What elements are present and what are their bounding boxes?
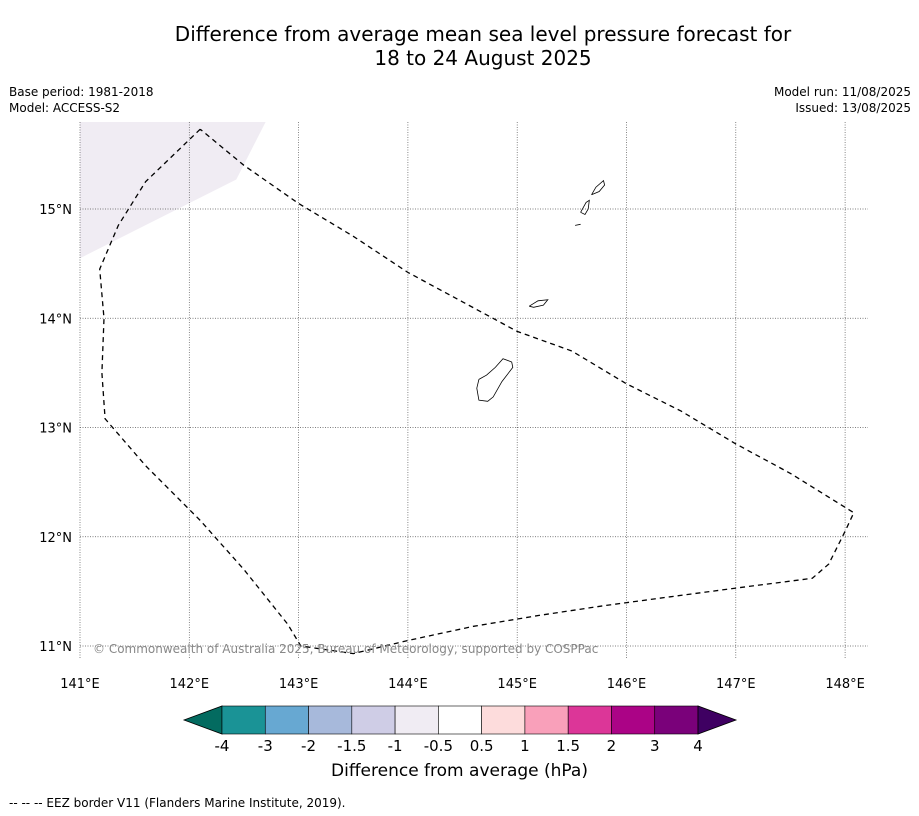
lat-tick-label: 13°N: [39, 422, 72, 437]
lon-tick-label: 142°E: [170, 677, 210, 692]
lon-tick-label: 143°E: [279, 677, 319, 692]
colorbar-title: Difference from average (hPa): [331, 761, 588, 781]
colorbar-tick-label: 2: [607, 737, 617, 755]
copyright-text: © Commonwealth of Australia 2025, Bureau…: [93, 642, 598, 656]
title-line-1: Difference from average mean sea level p…: [174, 22, 792, 46]
title-line-2: 18 to 24 August 2025: [374, 46, 592, 70]
footer-note: -- -- -- EEZ border V11 (Flanders Marine…: [9, 796, 346, 810]
base-period: Base period: 1981-2018: [9, 85, 154, 99]
island-saipan: [591, 179, 606, 196]
colorbar-bin: [308, 705, 353, 735]
lon-tick-label: 146°E: [607, 677, 647, 692]
meta-right: Model run: 11/08/2025 Issued: 13/08/2025: [774, 84, 911, 116]
island-guam: [476, 358, 514, 402]
colorbar-bin: [351, 705, 396, 735]
colorbar-bin: [567, 705, 612, 735]
lat-tick-label: 15°N: [39, 203, 72, 218]
lon-tick-label: 148°E: [825, 677, 865, 692]
lon-tick-label: 141°E: [60, 677, 100, 692]
model-name: Model: ACCESS-S2: [9, 101, 121, 115]
colorbar-tick-label: -1.5: [337, 737, 366, 755]
colorbar-tick-label: 1: [520, 737, 530, 755]
colorbar-bin: [481, 705, 526, 735]
island-tinian: [580, 199, 590, 216]
lon-tick-label: 147°E: [716, 677, 756, 692]
colorbar-bin: [438, 705, 482, 735]
colorbar-below-arrow: [182, 705, 223, 735]
colorbar-bin: [524, 705, 569, 735]
lat-tick-label: 14°N: [39, 312, 72, 327]
island-rota: [528, 299, 549, 308]
issued-date: Issued: 13/08/2025: [795, 101, 911, 115]
colorbar-tick-label: 0.5: [470, 737, 494, 755]
colorbar-tick-label: -0.5: [424, 737, 453, 755]
anomaly-shading-0: [80, 122, 266, 259]
lon-tick-label: 145°E: [497, 677, 537, 692]
colorbar-tick-label: 3: [650, 737, 660, 755]
colorbar-tick-label: -1: [388, 737, 403, 755]
colorbar-tick-label: -2: [301, 737, 316, 755]
colorbar-bin: [654, 705, 699, 735]
eez-border: [99, 128, 855, 655]
colorbar-above-arrow: [697, 705, 738, 735]
colorbar-bin: [221, 705, 266, 735]
colorbar-tick-label: -3: [258, 737, 273, 755]
colorbar-bin: [264, 705, 309, 735]
colorbar-bin: [394, 705, 439, 735]
colorbar-tick-label: 1.5: [556, 737, 580, 755]
lat-tick-label: 11°N: [39, 640, 72, 655]
colorbar-tick-label: -4: [215, 737, 230, 755]
colorbar-bin: [611, 705, 656, 735]
meta-left: Base period: 1981-2018 Model: ACCESS-S2: [9, 84, 154, 116]
chart-title: Difference from average mean sea level p…: [0, 22, 919, 70]
island-aguijan: [575, 223, 581, 226]
model-run: Model run: 11/08/2025: [773, 85, 911, 99]
colorbar-tick-label: 4: [693, 737, 703, 755]
lon-tick-label: 144°E: [388, 677, 428, 692]
lat-tick-label: 12°N: [39, 531, 72, 546]
